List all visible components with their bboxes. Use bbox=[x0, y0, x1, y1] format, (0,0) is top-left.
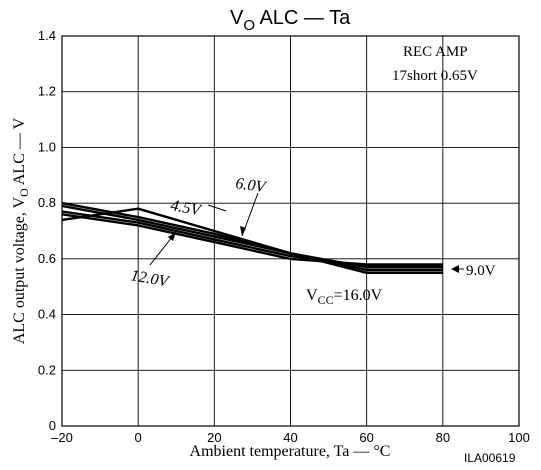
x-tick-label: 100 bbox=[508, 430, 530, 445]
grid bbox=[62, 36, 519, 426]
label-vcc-post: =16.0V bbox=[334, 287, 383, 304]
y-tick-label: 0 bbox=[49, 418, 56, 433]
arrow-12.0v bbox=[168, 232, 176, 241]
label-9.0v: 9.0V bbox=[466, 263, 496, 279]
label-6.0v: 6.0V bbox=[234, 175, 268, 196]
plot-frame bbox=[61, 35, 520, 427]
leader-4.5v bbox=[207, 204, 227, 212]
y-tick-label: 0.6 bbox=[38, 251, 56, 266]
chart-title-sub: O bbox=[243, 17, 255, 34]
arrow-6.0v bbox=[240, 226, 246, 236]
x-tick-label: 20 bbox=[207, 430, 221, 445]
y-axis-label-sub: O bbox=[17, 188, 31, 197]
label-vcc-sub: CC bbox=[318, 293, 334, 307]
series-line-vcc-16.0v bbox=[61, 213, 443, 266]
label-4.5v: 4.5V bbox=[169, 197, 203, 219]
series-lines bbox=[61, 201, 443, 274]
y-tick-label: 0.2 bbox=[38, 362, 56, 377]
x-tick-label: 60 bbox=[359, 430, 373, 445]
y-tick-label: 1.2 bbox=[38, 84, 56, 99]
series-line-6.0v bbox=[61, 201, 443, 272]
y-tick-labels: 0 0.2 0.4 0.6 0.8 1.0 1.2 1.4 bbox=[38, 28, 56, 433]
y-axis-label: ALC output voltage, VO ALC — V bbox=[11, 117, 31, 344]
label-vcc-v: V bbox=[306, 287, 318, 304]
label-12.0v: 12.0V bbox=[129, 267, 171, 291]
y-tick-label: 1.4 bbox=[38, 28, 56, 43]
x-axis-label: Ambient temperature, Ta — °C bbox=[190, 443, 391, 460]
x-tick-label: 0 bbox=[135, 430, 142, 445]
x-tick-label: –20 bbox=[51, 430, 73, 445]
label-vcc-16.0v: VCC=16.0V bbox=[306, 287, 383, 307]
x-tick-label: 80 bbox=[436, 430, 450, 445]
x-tick-labels: –20 0 20 40 60 80 100 bbox=[51, 430, 530, 445]
series-line-4.5v bbox=[61, 207, 443, 274]
arrow-9.0v bbox=[451, 265, 459, 273]
chart-title-v: V bbox=[230, 7, 244, 29]
condition-line2: 17short 0.65V bbox=[392, 68, 478, 84]
condition-line1: REC AMP bbox=[403, 44, 468, 60]
chart-title: VO ALC — Ta bbox=[230, 7, 351, 34]
chart-title-rest: ALC — Ta bbox=[255, 7, 351, 29]
series-line-9.0v bbox=[61, 204, 443, 269]
series-line-12.0v bbox=[61, 210, 443, 267]
y-tick-label: 1.0 bbox=[38, 139, 56, 154]
y-axis-label-post: ALC — V bbox=[11, 117, 28, 188]
y-axis-label-pre: ALC output voltage, V bbox=[11, 196, 28, 344]
y-tick-label: 0.8 bbox=[38, 195, 56, 210]
x-tick-label: 40 bbox=[283, 430, 297, 445]
y-tick-label: 0.4 bbox=[38, 307, 56, 322]
figure-code: ILA00619 bbox=[464, 451, 516, 465]
